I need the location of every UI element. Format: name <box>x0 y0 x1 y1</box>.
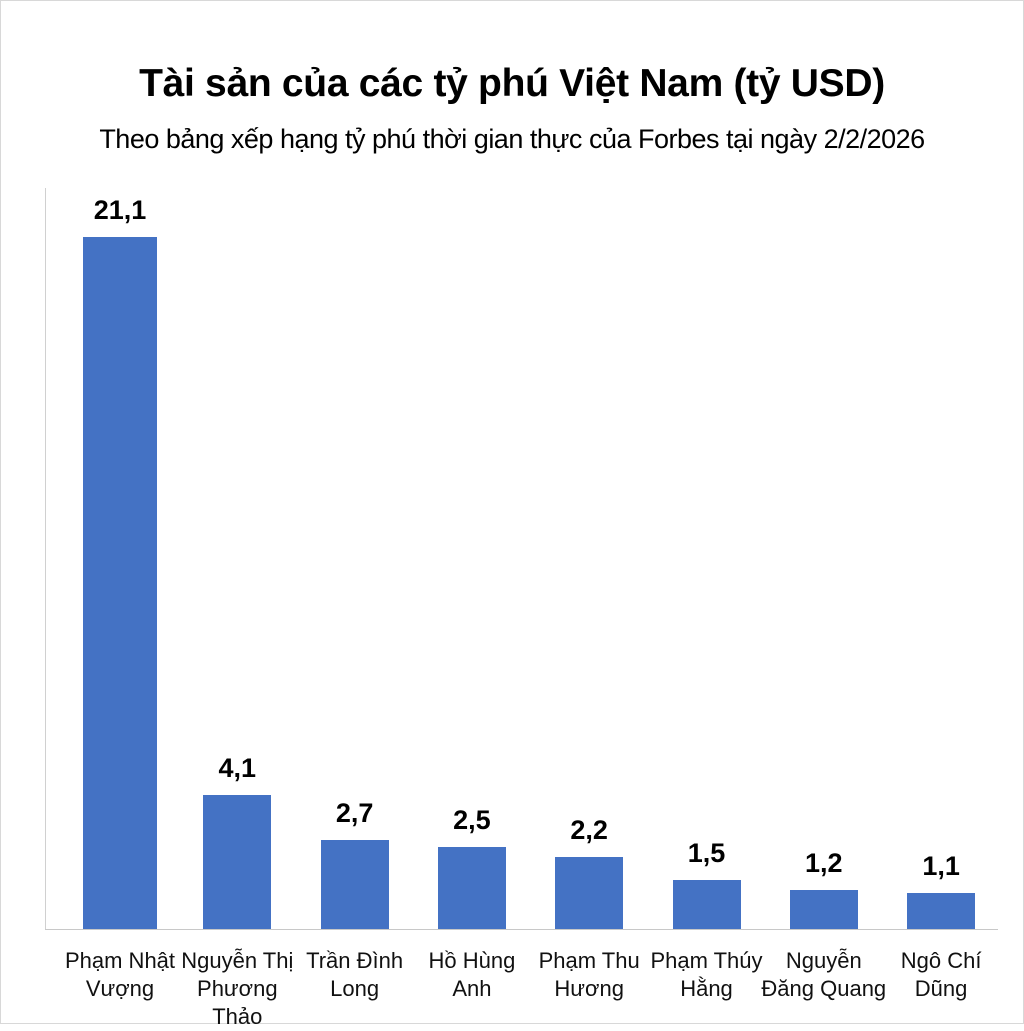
category-label-line: Phương Thảo <box>197 976 278 1029</box>
bar <box>907 893 976 929</box>
category-label-line: Hương <box>554 976 624 1001</box>
category-label-line: Nguyễn Thị <box>181 948 294 973</box>
category-label-line: Long <box>330 976 380 1001</box>
category-label-line: Phạm Nhật <box>64 948 176 973</box>
category-label-line: Phạm Thu <box>538 948 640 973</box>
bar <box>672 880 741 929</box>
chart-subtitle: Theo bảng xếp hạng tỷ phú thời gian thực… <box>99 124 925 154</box>
y-axis-line <box>45 188 46 930</box>
bar-value-label: 2,7 <box>335 798 374 828</box>
bar-value-label: 2,2 <box>570 815 608 845</box>
bar-value-label: 2,5 <box>453 805 491 835</box>
category-label-line: Dũng <box>914 976 968 1001</box>
bar-value-label: 1,5 <box>687 838 726 868</box>
category-label: Hồ Hùng Anh <box>407 947 537 1003</box>
category-label-line: Phạm Thúy <box>650 948 763 973</box>
bar <box>320 840 389 929</box>
bar <box>203 795 272 929</box>
category-label-line: Trần Đình <box>306 948 404 973</box>
bar-value-label: 1,1 <box>922 851 960 881</box>
category-label: Nguyễn Đăng Quang <box>759 947 889 1003</box>
category-label-line: Nguyễn <box>785 948 862 973</box>
category-label: Phạm Thúy Hằng <box>642 947 772 1003</box>
category-label: Ngô Chí Dũng <box>876 947 1006 1003</box>
bar <box>789 890 858 929</box>
bar-value-label: 21,1 <box>93 195 147 225</box>
bar-value-label: 4,1 <box>218 753 257 783</box>
bar <box>83 237 157 929</box>
bar-value-label: 1,2 <box>805 848 843 878</box>
category-label-line: Vượng <box>85 976 155 1001</box>
category-label: Nguyễn Thị Phương Thảo <box>172 947 302 1031</box>
bar <box>555 857 624 929</box>
category-label-line: Đăng Quang <box>761 976 887 1001</box>
x-axis-line <box>45 929 998 930</box>
category-label: Phạm Nhật Vượng <box>55 947 185 1003</box>
category-label: Trần Đình Long <box>290 947 420 1003</box>
category-label-line: Ngô Chí <box>900 948 982 973</box>
plot-area: 21,1 4,1 2,7 2,5 2,2 1,5 1,2 1,1 <box>45 188 998 930</box>
category-label: Phạm Thu Hương <box>524 947 654 1003</box>
category-label-line: Anh <box>452 976 492 1001</box>
category-label-line: Hồ Hùng <box>428 948 516 973</box>
chart-title: Tài sản của các tỷ phú Việt Nam (tỷ USD) <box>139 62 885 105</box>
bar <box>437 847 506 929</box>
category-label-line: Hằng <box>680 976 733 1001</box>
